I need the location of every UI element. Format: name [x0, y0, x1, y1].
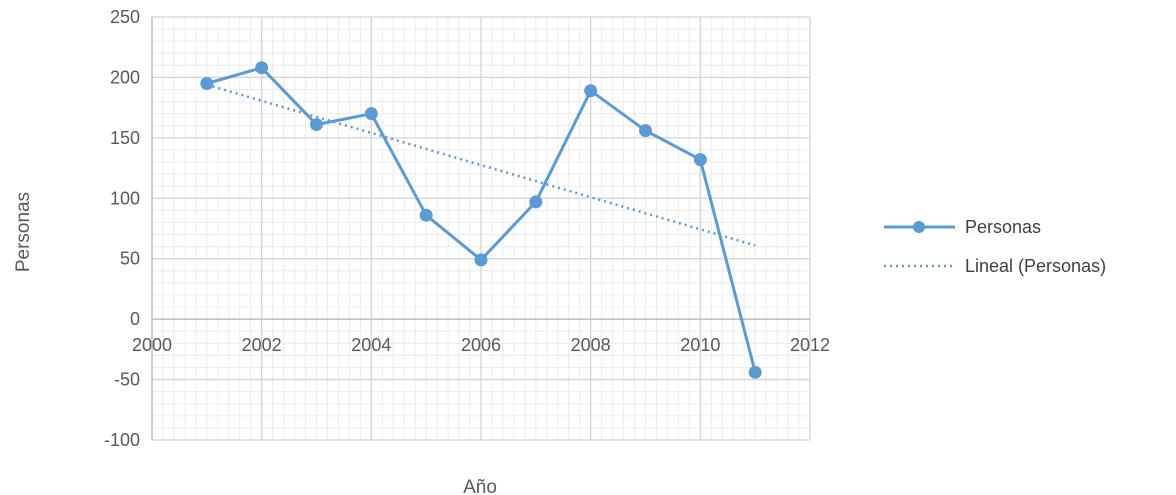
data-point [310, 118, 323, 132]
legend-label-lineal: Lineal (Personas) [965, 256, 1106, 276]
x-axis-title: Año [463, 477, 497, 495]
y-tick-label: 150 [110, 128, 140, 148]
data-point [474, 253, 488, 267]
data-point [584, 84, 598, 98]
x-tick-label: 2012 [790, 335, 830, 355]
x-tick-label: 2010 [680, 335, 720, 355]
tick-labels: 2000 2002 2004 2006 2008 2010 2012 -100 -50 0 50 10… [104, 7, 830, 450]
legend-item-personas: Personas [884, 217, 1041, 237]
legend-label-personas: Personas [965, 217, 1041, 237]
x-tick-label: 2008 [571, 335, 611, 355]
data-point [419, 208, 433, 222]
x-tick-label: 2002 [242, 335, 282, 355]
data-point [200, 76, 214, 90]
legend: Personas Lineal (Personas) [884, 217, 1106, 276]
legend-item-lineal: Lineal (Personas) [884, 256, 1106, 276]
major-grid [151, 16, 811, 441]
x-tick-label: 2004 [351, 335, 391, 355]
data-point [364, 107, 378, 121]
y-tick-label: -100 [104, 430, 140, 450]
y-axis-title: Personas [13, 192, 34, 272]
legend-marker-personas [913, 221, 925, 233]
data-point [748, 365, 762, 379]
y-tick-label: 0 [130, 309, 140, 329]
series-layer [200, 61, 762, 379]
x-tick-label: 2006 [461, 335, 501, 355]
data-point [529, 195, 543, 209]
y-tick-label: -50 [114, 370, 140, 390]
data-point [693, 153, 707, 167]
axes [151, 17, 810, 440]
data-point [639, 124, 652, 138]
data-point [255, 61, 269, 75]
y-tick-label: 200 [110, 67, 140, 87]
x-tick-label: 2000 [132, 335, 172, 355]
y-tick-label: 100 [110, 188, 140, 208]
y-tick-label: 250 [110, 7, 140, 27]
y-tick-label: 50 [120, 249, 140, 269]
